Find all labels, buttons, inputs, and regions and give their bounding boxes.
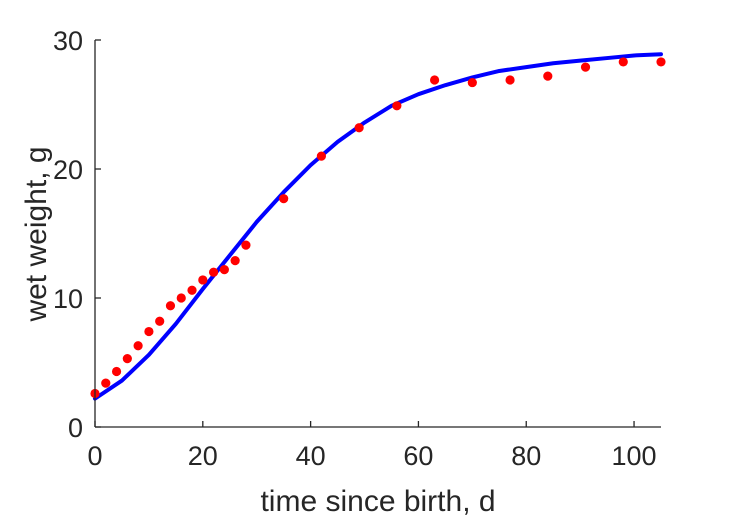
data-point [111,366,122,377]
data-point [354,123,364,133]
data-point [219,265,229,275]
data-point [133,341,143,351]
data-point [430,75,440,85]
fit-curve [93,52,663,401]
data-point [176,293,186,303]
x-tick-label: 100 [612,441,657,471]
data-point [198,275,208,285]
y-tick-label: 30 [53,26,83,56]
data-point [208,267,219,277]
y-tick-label: 0 [68,413,83,443]
y-tick-label: 20 [53,155,83,185]
data-point [230,255,240,266]
data-point [122,354,132,364]
data-point [656,57,666,67]
x-tick-label: 80 [511,441,541,471]
x-tick-label: 20 [188,441,218,471]
data-point [155,316,165,326]
x-axis-label: time since birth, d [260,485,495,518]
data-point [618,57,628,67]
data-point [467,77,477,88]
data-point [392,101,402,111]
data-point [144,326,154,337]
data-point [187,285,197,295]
x-tick-label: 60 [403,441,433,471]
ticks: 0 20 40 60 80 100 0 10 20 30 [53,26,657,471]
data-point [101,378,111,388]
plot-area [90,52,666,401]
data-point [543,71,553,81]
x-tick-label: 0 [87,441,102,471]
data-point [316,151,326,161]
data-point [241,240,251,250]
data-point [505,75,515,85]
data-point [279,194,289,204]
axes [94,40,661,428]
x-tick-label: 40 [296,441,326,471]
data-point [580,62,591,72]
y-axis-label: wet weight, g [20,146,53,322]
y-tick-label: 10 [53,284,83,314]
data-point [165,301,176,311]
